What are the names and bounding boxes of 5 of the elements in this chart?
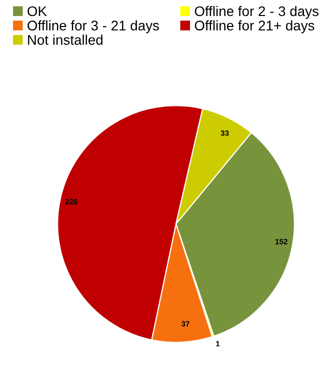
legend-label: Offline for 3 - 21 days [28,20,159,34]
legend-label: Not installed [28,34,102,45]
legend-label: OK [28,6,47,16]
legend-label: Offline for 2 - 3 days [194,6,318,19]
legend-label: Offline for 21+ days [194,20,314,34]
